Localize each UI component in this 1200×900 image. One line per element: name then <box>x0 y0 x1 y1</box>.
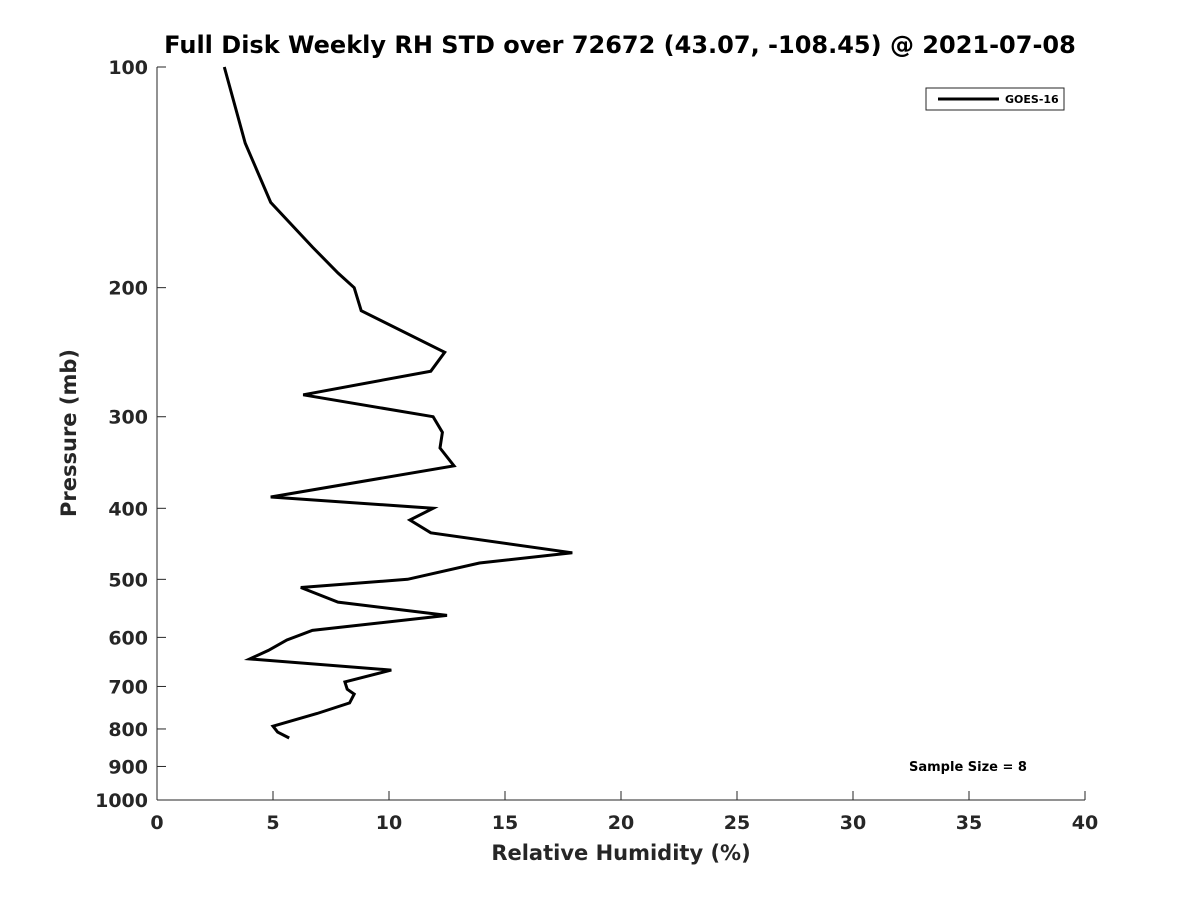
series-line-goes-16 <box>222 66 573 740</box>
y-tick-label: 800 <box>108 719 148 741</box>
y-axis-label: Pressure (mb) <box>57 349 81 517</box>
y-tick-label: 600 <box>108 627 148 649</box>
x-axis-label: Relative Humidity (%) <box>491 841 750 865</box>
axis-ticks: 0 5 10 15 20 25 30 35 40 100 200 300 400 500 600 700 800… <box>95 57 1098 834</box>
legend-label-goes-16: GOES-16 <box>1005 93 1059 106</box>
x-tick-label: 25 <box>724 812 750 834</box>
x-tick-label: 30 <box>840 812 866 834</box>
y-tick-label: 1000 <box>95 790 148 812</box>
y-tick-label: 500 <box>108 569 148 591</box>
legend: GOES-16 <box>925 87 1065 111</box>
y-tick-label: 700 <box>108 676 148 698</box>
y-tick-label: 100 <box>108 57 148 79</box>
y-tick-label: 300 <box>108 407 148 429</box>
series-layer <box>222 66 573 740</box>
y-tick-label: 900 <box>108 756 148 778</box>
y-tick-label: 400 <box>108 498 148 520</box>
x-tick-label: 40 <box>1072 812 1098 834</box>
x-tick-label: 5 <box>266 812 279 834</box>
x-tick-label: 15 <box>492 812 518 834</box>
plot-background <box>157 67 1085 800</box>
x-tick-label: 10 <box>376 812 402 834</box>
sample-size-annotation: Sample Size = 8 <box>909 760 1027 775</box>
x-tick-label: 20 <box>608 812 634 834</box>
y-tick-label: 200 <box>108 278 148 300</box>
x-tick-label: 35 <box>956 812 982 834</box>
x-tick-label: 0 <box>150 812 163 834</box>
chart-title: Full Disk Weekly RH STD over 72672 (43.0… <box>164 31 1076 59</box>
